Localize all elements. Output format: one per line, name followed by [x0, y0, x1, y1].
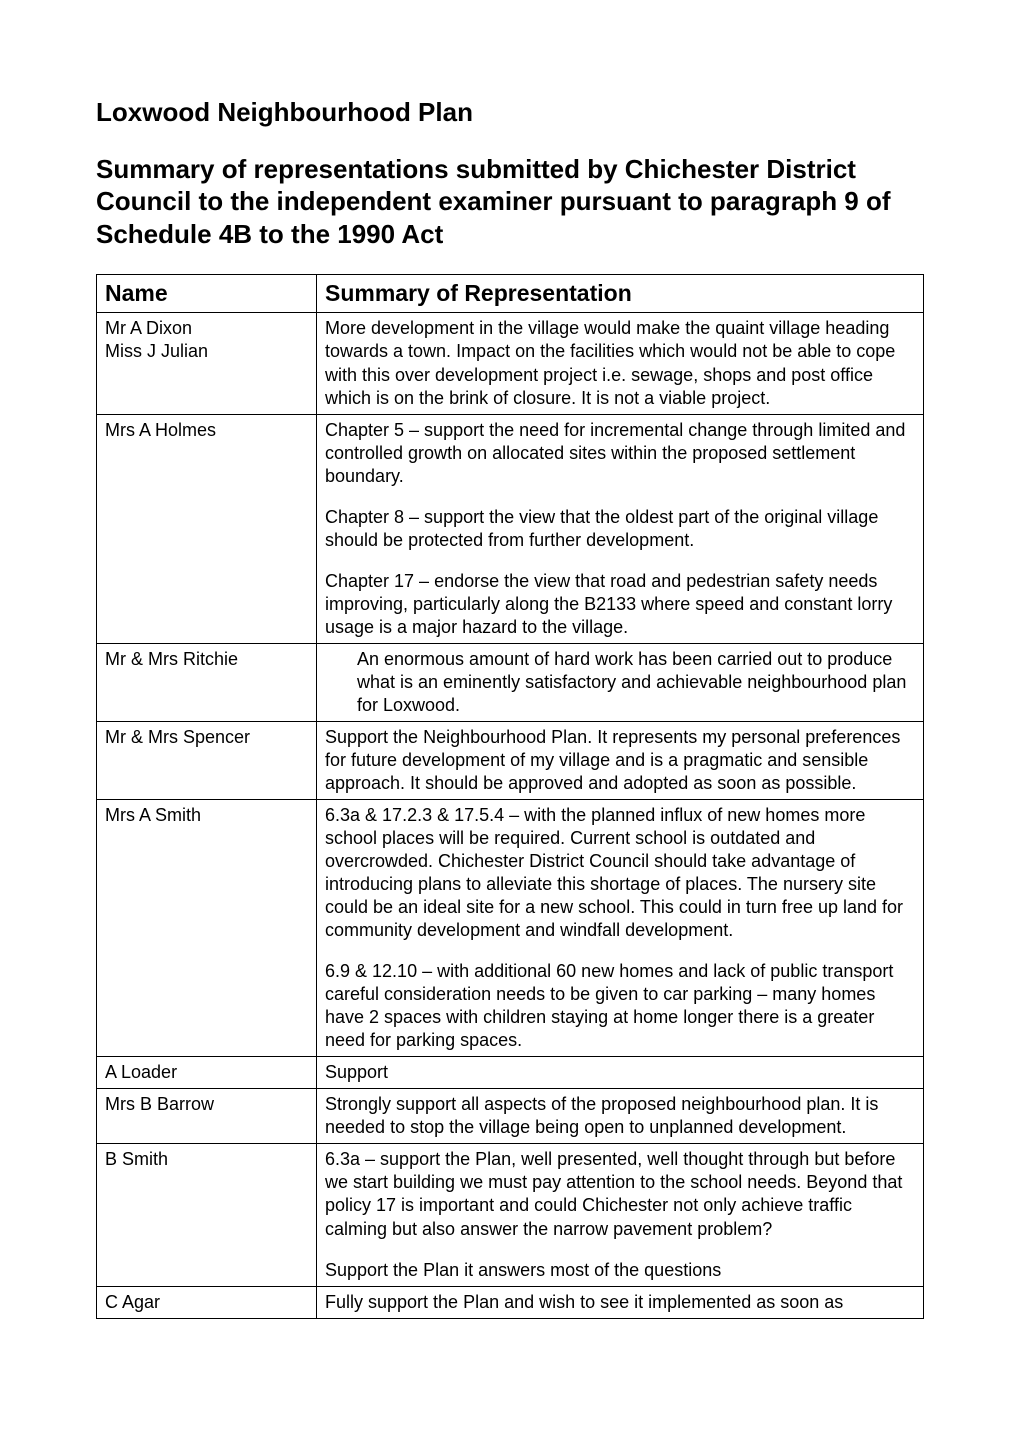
table-row: Mr A DixonMiss J JulianMore development … [97, 313, 924, 414]
respondent-name: B Smith [105, 1148, 308, 1171]
representations-table: Name Summary of Representation Mr A Dixo… [96, 274, 924, 1319]
summary-paragraph: Support [325, 1061, 915, 1084]
page-title: Loxwood Neighbourhood Plan [96, 96, 924, 129]
summary-cell: More development in the village would ma… [317, 313, 924, 414]
name-cell: Mrs B Barrow [97, 1089, 317, 1144]
respondent-name: Mrs A Holmes [105, 419, 308, 442]
page: Loxwood Neighbourhood Plan Summary of re… [0, 0, 1020, 1391]
table-row: Mrs A Holmes Chapter 5 – support the need… [97, 414, 924, 643]
summary-paragraph: Chapter 17 – endorse the view that road … [325, 570, 915, 639]
name-cell: A Loader [97, 1057, 317, 1089]
summary-cell: An enormous amount of hard work has been… [317, 643, 924, 721]
name-cell: B Smith [97, 1144, 317, 1286]
table-row: B Smith 6.3a – support the Plan, well pre… [97, 1144, 924, 1286]
table-row: Mr & Mrs Ritchie An enormous amount of ha… [97, 643, 924, 721]
col-header-name: Name [97, 275, 317, 313]
col-header-summary: Summary of Representation [317, 275, 924, 313]
name-cell: Mrs A Smith [97, 800, 317, 1057]
summary-paragraph: 6.3a – support the Plan, well presented,… [325, 1148, 915, 1240]
summary-paragraph: Support the Plan it answers most of the … [325, 1259, 915, 1282]
summary-paragraph: Chapter 8 – support the view that the ol… [325, 506, 915, 552]
respondent-name: Mr A Dixon [105, 317, 308, 340]
summary-paragraph: Support the Neighbourhood Plan. It repre… [325, 726, 915, 795]
respondent-name: A Loader [105, 1061, 308, 1084]
table-header-row: Name Summary of Representation [97, 275, 924, 313]
summary-cell: 6.3a – support the Plan, well presented,… [317, 1144, 924, 1286]
respondent-name: Mrs A Smith [105, 804, 308, 827]
summary-paragraph: Fully support the Plan and wish to see i… [325, 1291, 915, 1314]
summary-paragraph: 6.3a & 17.2.3 & 17.5.4 – with the planne… [325, 804, 915, 942]
summary-paragraph: Strongly support all aspects of the prop… [325, 1093, 915, 1139]
respondent-name: Mr & Mrs Spencer [105, 726, 308, 749]
respondent-name: C Agar [105, 1291, 308, 1314]
respondent-name: Miss J Julian [105, 340, 308, 363]
table-row: C Agar Fully support the Plan and wish to… [97, 1286, 924, 1318]
table-row: Mrs B Barrow Strongly support all aspects… [97, 1089, 924, 1144]
respondent-name: Mrs B Barrow [105, 1093, 308, 1116]
summary-paragraph: 6.9 & 12.10 – with additional 60 new hom… [325, 960, 915, 1052]
name-cell: Mr & Mrs Spencer [97, 721, 317, 799]
table-body: Mr A DixonMiss J JulianMore development … [97, 313, 924, 1318]
summary-paragraph: An enormous amount of hard work has been… [325, 648, 915, 717]
respondent-name: Mr & Mrs Ritchie [105, 648, 308, 671]
name-cell: Mr A DixonMiss J Julian [97, 313, 317, 414]
summary-cell: Fully support the Plan and wish to see i… [317, 1286, 924, 1318]
summary-cell: 6.3a & 17.2.3 & 17.5.4 – with the planne… [317, 800, 924, 1057]
summary-cell: Strongly support all aspects of the prop… [317, 1089, 924, 1144]
summary-cell: Support [317, 1057, 924, 1089]
table-row: Mrs A Smith 6.3a & 17.2.3 & 17.5.4 – with… [97, 800, 924, 1057]
name-cell: C Agar [97, 1286, 317, 1318]
summary-cell: Chapter 5 – support the need for increme… [317, 414, 924, 643]
name-cell: Mrs A Holmes [97, 414, 317, 643]
name-cell: Mr & Mrs Ritchie [97, 643, 317, 721]
summary-paragraph: More development in the village would ma… [325, 317, 915, 409]
page-subtitle: Summary of representations submitted by … [96, 153, 924, 251]
summary-cell: Support the Neighbourhood Plan. It repre… [317, 721, 924, 799]
table-row: A Loader Support [97, 1057, 924, 1089]
summary-paragraph: Chapter 5 – support the need for increme… [325, 419, 915, 488]
table-row: Mr & Mrs Spencer Support the Neighbourhoo… [97, 721, 924, 799]
